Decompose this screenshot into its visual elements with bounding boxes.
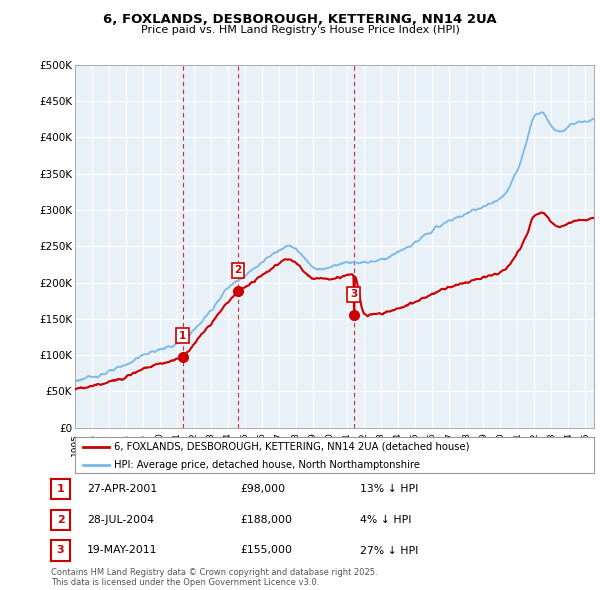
Text: 2: 2 xyxy=(234,266,241,276)
Text: HPI: Average price, detached house, North Northamptonshire: HPI: Average price, detached house, Nort… xyxy=(114,460,420,470)
Text: Contains HM Land Registry data © Crown copyright and database right 2025.
This d: Contains HM Land Registry data © Crown c… xyxy=(51,568,377,587)
Text: 13% ↓ HPI: 13% ↓ HPI xyxy=(360,484,418,494)
Text: £98,000: £98,000 xyxy=(240,484,285,494)
Text: 1: 1 xyxy=(179,330,186,340)
Text: Price paid vs. HM Land Registry's House Price Index (HPI): Price paid vs. HM Land Registry's House … xyxy=(140,25,460,35)
Text: 27-APR-2001: 27-APR-2001 xyxy=(87,484,157,494)
Text: 3: 3 xyxy=(350,289,358,299)
Text: £155,000: £155,000 xyxy=(240,546,292,555)
Text: 2: 2 xyxy=(57,515,64,525)
Text: £188,000: £188,000 xyxy=(240,515,292,525)
Text: 3: 3 xyxy=(57,546,64,555)
Text: 1: 1 xyxy=(57,484,64,494)
Text: 19-MAY-2011: 19-MAY-2011 xyxy=(87,546,157,555)
Text: 6, FOXLANDS, DESBOROUGH, KETTERING, NN14 2UA: 6, FOXLANDS, DESBOROUGH, KETTERING, NN14… xyxy=(103,13,497,26)
Text: 4% ↓ HPI: 4% ↓ HPI xyxy=(360,515,412,525)
Text: 6, FOXLANDS, DESBOROUGH, KETTERING, NN14 2UA (detached house): 6, FOXLANDS, DESBOROUGH, KETTERING, NN14… xyxy=(114,442,469,452)
Text: 28-JUL-2004: 28-JUL-2004 xyxy=(87,515,154,525)
Text: 27% ↓ HPI: 27% ↓ HPI xyxy=(360,546,418,555)
